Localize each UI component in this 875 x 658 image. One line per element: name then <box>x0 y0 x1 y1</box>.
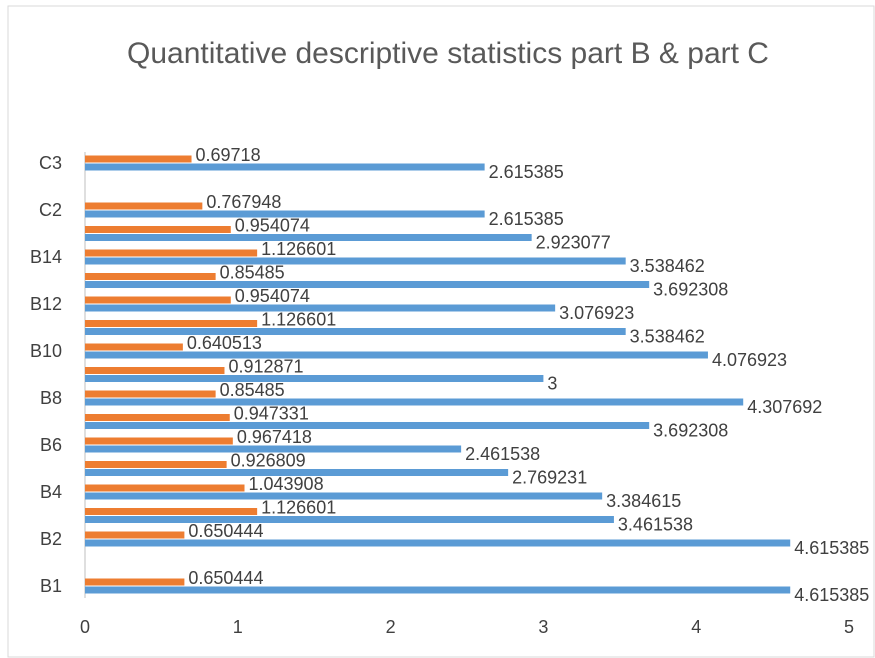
bar <box>85 445 462 453</box>
bar <box>85 202 203 210</box>
y-tick-label: B12 <box>30 294 62 314</box>
bar <box>85 210 485 218</box>
bar <box>85 367 225 374</box>
bar <box>85 249 258 257</box>
bar <box>85 273 216 280</box>
bar <box>85 539 791 547</box>
data-label: 2.461538 <box>465 444 540 464</box>
data-label: 3.461538 <box>618 514 693 534</box>
data-label: 0.85485 <box>220 262 285 282</box>
data-label: 4.307692 <box>747 397 822 417</box>
y-tick-label: B6 <box>40 435 62 455</box>
data-label: 2.769231 <box>512 467 587 487</box>
bar <box>85 398 744 406</box>
data-label: 3.692308 <box>653 279 728 299</box>
chart-border <box>7 5 875 658</box>
x-tick-label: 1 <box>233 617 243 637</box>
y-tick-label: C2 <box>39 200 62 220</box>
data-label: 0.954074 <box>235 215 310 235</box>
bar <box>85 469 509 476</box>
bar <box>85 351 708 359</box>
bar <box>85 343 183 351</box>
x-tick-label: 4 <box>691 617 701 637</box>
data-label: 3.538462 <box>630 256 705 276</box>
data-label: 0.85485 <box>220 380 285 400</box>
bar <box>85 328 626 335</box>
data-label: 2.615385 <box>489 209 564 229</box>
bar <box>85 226 231 233</box>
bar <box>85 155 192 163</box>
data-label: 0.650444 <box>188 568 263 588</box>
data-label: 2.615385 <box>489 162 564 182</box>
data-label: 3 <box>547 373 557 393</box>
y-tick-label: B2 <box>40 529 62 549</box>
data-label: 2.923077 <box>536 232 611 252</box>
bar <box>85 414 230 421</box>
bar <box>85 586 791 594</box>
data-label: 0.967418 <box>237 427 312 447</box>
bar <box>85 257 626 265</box>
data-label: 0.650444 <box>188 521 263 541</box>
data-label: 1.043908 <box>249 474 324 494</box>
y-tick-label: B8 <box>40 388 62 408</box>
data-label: 4.615385 <box>794 585 869 605</box>
data-label: 3.538462 <box>630 326 705 346</box>
bar <box>85 531 185 539</box>
bar <box>85 484 245 492</box>
x-tick-label: 5 <box>844 617 854 637</box>
data-label: 1.126601 <box>261 239 336 259</box>
bar <box>85 296 231 304</box>
bar <box>85 304 556 312</box>
x-tick-label: 0 <box>80 617 90 637</box>
bar <box>85 234 532 241</box>
data-label: 0.912871 <box>228 356 303 376</box>
data-label: 0.947331 <box>234 403 309 423</box>
bar <box>85 320 258 327</box>
data-label: 3.076923 <box>559 303 634 323</box>
bar <box>85 508 258 515</box>
bar <box>85 492 603 500</box>
bar <box>85 375 544 382</box>
bar <box>85 437 233 445</box>
data-label: 4.076923 <box>712 350 787 370</box>
data-label: 0.69718 <box>196 145 261 165</box>
data-label: 0.767948 <box>206 192 281 212</box>
y-tick-label: B4 <box>40 482 62 502</box>
data-label: 3.384615 <box>606 491 681 511</box>
x-tick-label: 3 <box>538 617 548 637</box>
data-label: 1.126601 <box>261 309 336 329</box>
bar <box>85 516 614 523</box>
chart-title: Quantitative descriptive statistics part… <box>127 37 769 70</box>
y-tick-label: B1 <box>40 576 62 596</box>
y-tick-label: B10 <box>30 341 62 361</box>
x-tick-label: 2 <box>386 617 396 637</box>
bar <box>85 390 216 398</box>
bar <box>85 461 227 468</box>
bar <box>85 281 650 288</box>
bar <box>85 422 650 429</box>
bar <box>85 578 185 586</box>
data-label: 3.692308 <box>653 420 728 440</box>
bar <box>85 163 485 171</box>
data-label: 4.615385 <box>794 538 869 558</box>
y-tick-label: B14 <box>30 247 62 267</box>
data-label: 0.954074 <box>235 286 310 306</box>
data-label: 1.126601 <box>261 497 336 517</box>
data-label: 0.926809 <box>231 450 306 470</box>
data-label: 0.640513 <box>187 333 262 353</box>
y-tick-label: C3 <box>39 153 62 173</box>
